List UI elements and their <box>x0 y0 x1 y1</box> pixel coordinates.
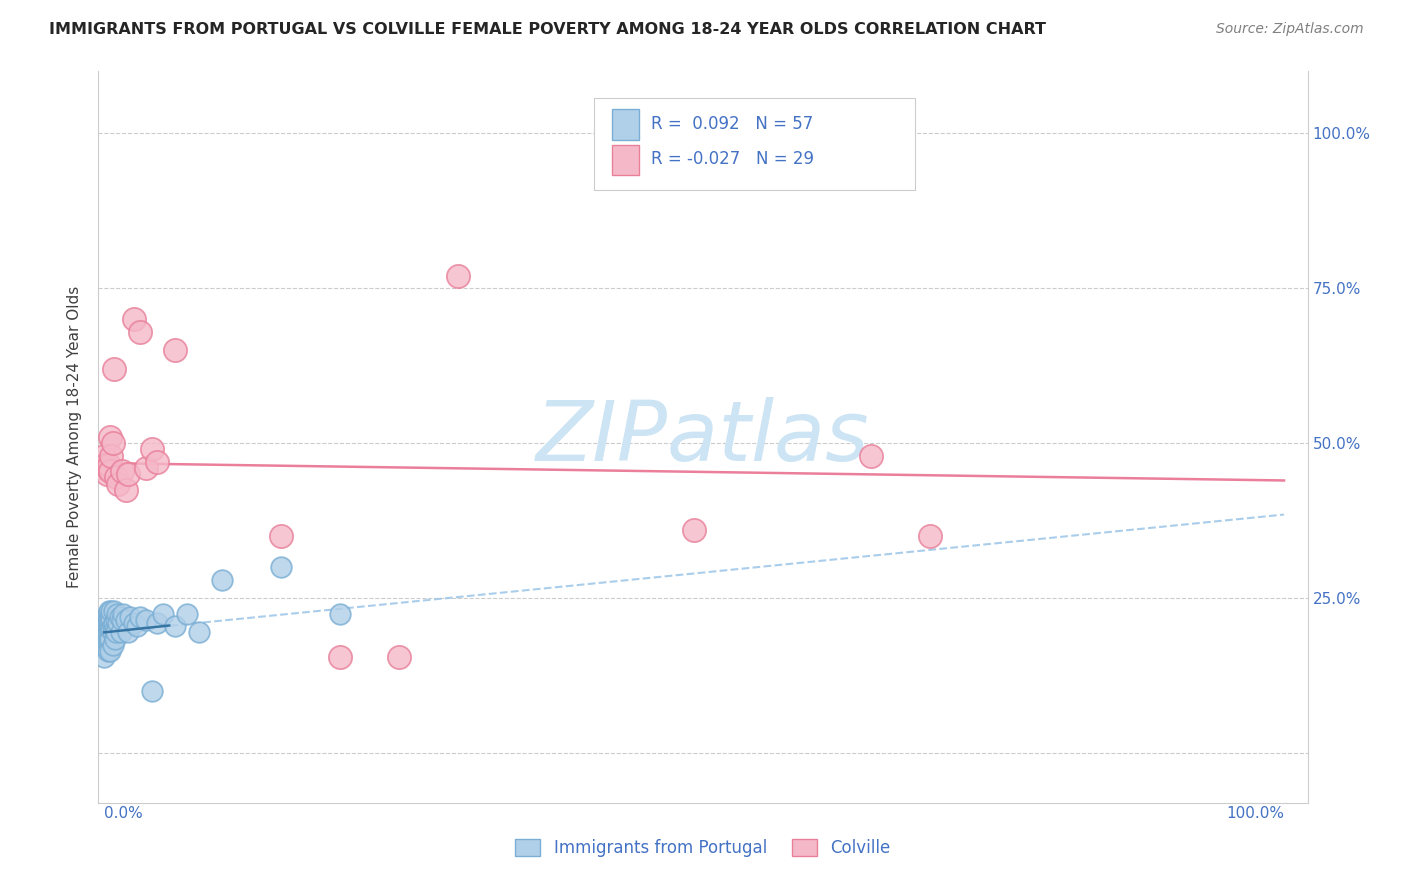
Point <box>122 615 145 630</box>
Point <box>98 644 121 658</box>
Point <box>120 610 142 624</box>
Bar <box>613 145 638 175</box>
Point <box>93 449 115 463</box>
Point <box>101 619 124 633</box>
Point <box>111 613 134 627</box>
Point <box>128 610 150 624</box>
Point <box>114 613 136 627</box>
Point <box>152 607 174 621</box>
Text: 100.0%: 100.0% <box>1226 805 1284 821</box>
Text: R = -0.027   N = 29: R = -0.027 N = 29 <box>651 150 814 168</box>
Point <box>104 622 127 636</box>
Point <box>329 650 352 665</box>
Point <box>117 625 139 640</box>
Point <box>98 632 121 646</box>
Point <box>100 622 122 636</box>
Legend: Immigrants from Portugal, Colville: Immigrants from Portugal, Colville <box>509 832 897 864</box>
Point <box>98 458 121 472</box>
Point <box>128 325 150 339</box>
Point <box>112 607 135 621</box>
Point <box>117 467 139 482</box>
Point <box>97 615 120 630</box>
Point <box>211 573 233 587</box>
FancyBboxPatch shape <box>595 98 915 190</box>
Point <box>135 613 157 627</box>
Point <box>94 458 117 472</box>
Point <box>447 268 470 283</box>
Point <box>165 343 187 358</box>
Point <box>146 455 169 469</box>
Point <box>98 464 121 478</box>
Point <box>105 613 128 627</box>
Text: ZIPatlas: ZIPatlas <box>536 397 870 477</box>
Point <box>329 607 352 621</box>
Bar <box>613 110 638 140</box>
Point <box>100 604 122 618</box>
Point <box>103 604 125 618</box>
Point <box>96 628 118 642</box>
Point <box>122 312 145 326</box>
Point <box>100 449 122 463</box>
Point <box>270 529 292 543</box>
Point <box>141 442 163 457</box>
Point <box>105 607 128 621</box>
Point <box>114 483 136 497</box>
Point <box>110 625 132 640</box>
Point <box>176 607 198 621</box>
Text: R =  0.092   N = 57: R = 0.092 N = 57 <box>651 115 813 133</box>
Point <box>97 634 120 648</box>
Point <box>107 615 129 630</box>
Point <box>98 604 121 618</box>
Point <box>98 610 121 624</box>
Point <box>93 461 115 475</box>
Point <box>141 684 163 698</box>
Point <box>96 640 118 655</box>
Point <box>97 607 120 621</box>
Point <box>101 625 124 640</box>
Point <box>98 613 121 627</box>
Point <box>96 467 118 482</box>
Text: IMMIGRANTS FROM PORTUGAL VS COLVILLE FEMALE POVERTY AMONG 18-24 YEAR OLDS CORREL: IMMIGRANTS FROM PORTUGAL VS COLVILLE FEM… <box>49 22 1046 37</box>
Text: Source: ZipAtlas.com: Source: ZipAtlas.com <box>1216 22 1364 37</box>
Point <box>98 622 121 636</box>
Point <box>111 464 134 478</box>
Point <box>104 632 127 646</box>
Point <box>683 523 706 537</box>
Point <box>97 625 120 640</box>
Point <box>97 461 120 475</box>
Point <box>146 615 169 630</box>
Point <box>187 625 209 640</box>
Point <box>270 560 292 574</box>
Point <box>93 650 115 665</box>
Point <box>94 622 117 636</box>
Point <box>860 449 883 463</box>
Point <box>96 610 118 624</box>
Point <box>165 619 187 633</box>
Point <box>98 622 121 636</box>
Point <box>100 613 122 627</box>
Point <box>103 362 125 376</box>
Point <box>101 436 124 450</box>
Y-axis label: Female Poverty Among 18-24 Year Olds: Female Poverty Among 18-24 Year Olds <box>67 286 83 588</box>
Point <box>920 529 942 543</box>
Point <box>94 625 117 640</box>
Point <box>98 430 121 444</box>
Point <box>94 638 117 652</box>
Text: 0.0%: 0.0% <box>104 805 143 821</box>
Point <box>97 644 120 658</box>
Point <box>105 470 128 484</box>
Point <box>105 625 128 640</box>
Point <box>94 613 117 627</box>
Point <box>93 634 115 648</box>
Point <box>135 461 157 475</box>
Point <box>96 619 118 633</box>
Point <box>127 619 149 633</box>
Point <box>108 610 131 624</box>
Point <box>388 650 411 665</box>
Point <box>101 638 124 652</box>
Point <box>107 476 129 491</box>
Point <box>98 632 121 646</box>
Point <box>103 615 125 630</box>
